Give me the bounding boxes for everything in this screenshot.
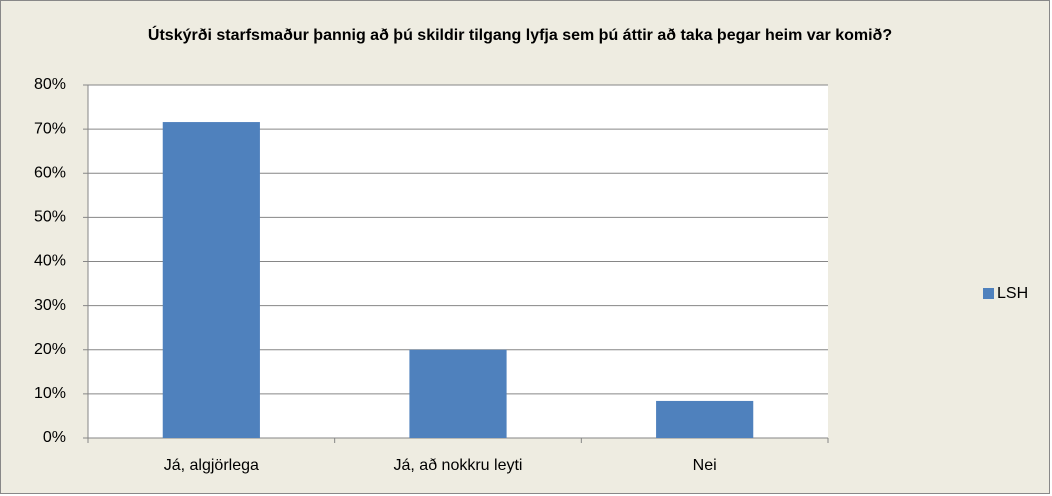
x-tick-label: Já, algjörlega bbox=[164, 457, 259, 474]
bar bbox=[656, 400, 754, 438]
chart-title: Útskýrði starfsmaður þannig að þú skildi… bbox=[147, 27, 893, 44]
y-tick-label: 20% bbox=[34, 341, 66, 358]
y-tick-label: 70% bbox=[34, 120, 66, 137]
y-tick-label: 0% bbox=[43, 429, 66, 446]
y-tick-label: 50% bbox=[34, 209, 66, 226]
y-tick-label: 60% bbox=[34, 164, 66, 181]
bar bbox=[409, 349, 507, 438]
legend-label: LSH bbox=[997, 285, 1028, 302]
y-tick-label: 10% bbox=[34, 385, 66, 402]
bar bbox=[162, 122, 260, 438]
y-tick-label: 30% bbox=[34, 297, 66, 314]
legend-swatch bbox=[983, 288, 994, 299]
x-tick-label: Já, að nokkru leyti bbox=[394, 457, 523, 474]
y-tick-label: 40% bbox=[34, 253, 66, 270]
y-tick-label: 80% bbox=[34, 76, 66, 93]
x-tick-label: Nei bbox=[693, 457, 717, 474]
